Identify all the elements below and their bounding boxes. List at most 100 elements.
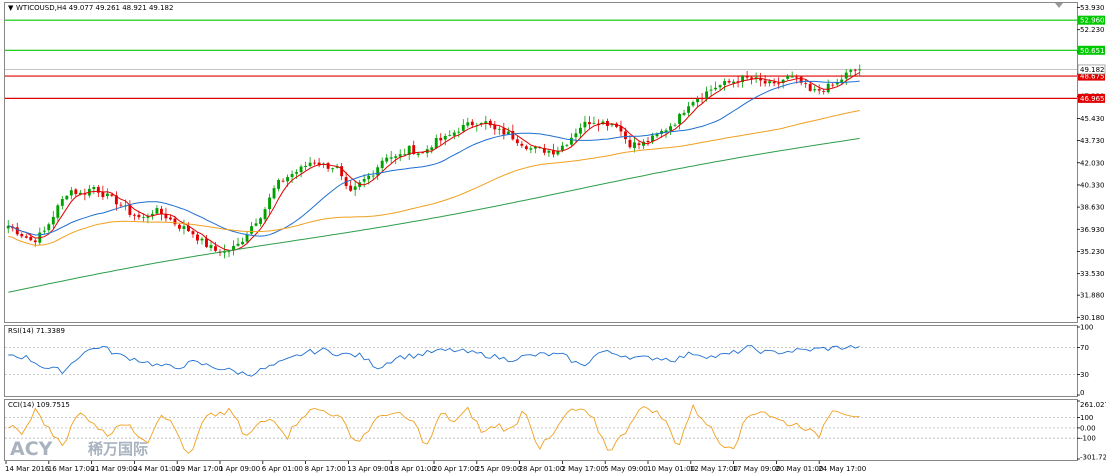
header-dropdown-icon[interactable]: ▼ xyxy=(8,4,14,12)
candle-body[interactable] xyxy=(15,227,19,235)
candle-body[interactable] xyxy=(380,160,384,169)
candle-body[interactable] xyxy=(200,238,204,241)
candle-body[interactable] xyxy=(763,80,767,84)
candle-body[interactable] xyxy=(173,218,177,225)
candle-body[interactable] xyxy=(610,124,614,126)
candle-body[interactable] xyxy=(560,145,564,151)
candle-body[interactable] xyxy=(340,166,344,177)
candle-body[interactable] xyxy=(556,151,560,155)
candle-body[interactable] xyxy=(448,135,452,136)
candle-body[interactable] xyxy=(565,144,569,146)
candle-body[interactable] xyxy=(813,89,817,91)
candle-body[interactable] xyxy=(524,146,528,150)
candle-body[interactable] xyxy=(520,143,524,146)
candle-body[interactable] xyxy=(506,131,510,135)
candle-body[interactable] xyxy=(615,123,618,127)
candle-body[interactable] xyxy=(687,106,690,113)
candle-body[interactable] xyxy=(637,143,641,146)
candle-body[interactable] xyxy=(858,69,862,71)
candle-body[interactable] xyxy=(187,225,190,232)
candle-body[interactable] xyxy=(92,187,96,190)
candle-body[interactable] xyxy=(407,145,411,155)
candle-body[interactable] xyxy=(452,132,456,136)
candle-body[interactable] xyxy=(362,179,366,182)
candle-body[interactable] xyxy=(750,77,754,79)
candle-body[interactable] xyxy=(515,139,519,144)
candle-body[interactable] xyxy=(60,198,64,206)
candle-body[interactable] xyxy=(741,76,745,83)
candle-body[interactable] xyxy=(268,197,271,210)
candle-body[interactable] xyxy=(574,133,578,138)
candle-body[interactable] xyxy=(227,251,231,253)
candle-body[interactable] xyxy=(457,131,461,133)
cci-panel[interactable] xyxy=(4,399,1078,461)
candle-body[interactable] xyxy=(533,146,537,149)
candle-body[interactable] xyxy=(141,216,145,218)
candle-body[interactable] xyxy=(150,213,154,216)
candle-body[interactable] xyxy=(290,174,294,178)
candle-body[interactable] xyxy=(592,122,596,124)
candle-body[interactable] xyxy=(281,180,285,182)
candle-body[interactable] xyxy=(700,98,704,100)
candle-body[interactable] xyxy=(466,122,470,126)
candle-body[interactable] xyxy=(709,89,713,91)
candle-body[interactable] xyxy=(286,176,290,182)
candle-body[interactable] xyxy=(831,84,835,86)
candle-body[interactable] xyxy=(263,209,267,220)
candle-body[interactable] xyxy=(790,76,794,78)
candle-body[interactable] xyxy=(624,131,627,140)
candle-body[interactable] xyxy=(277,180,281,189)
candle-body[interactable] xyxy=(795,76,799,78)
candle-body[interactable] xyxy=(655,133,659,137)
candle-body[interactable] xyxy=(646,140,650,143)
candle-body[interactable] xyxy=(326,163,330,169)
candle-body[interactable] xyxy=(78,192,82,195)
candle-body[interactable] xyxy=(236,243,240,246)
candle-body[interactable] xyxy=(826,83,830,93)
candle-body[interactable] xyxy=(335,166,339,168)
candle-body[interactable] xyxy=(682,112,686,115)
candle-body[interactable] xyxy=(317,162,321,166)
candle-body[interactable] xyxy=(493,124,497,130)
candle-body[interactable] xyxy=(628,139,632,148)
candle-body[interactable] xyxy=(304,165,308,168)
candle-body[interactable] xyxy=(642,141,645,146)
candle-body[interactable] xyxy=(394,156,398,158)
candle-body[interactable] xyxy=(844,72,848,79)
candle-body[interactable] xyxy=(497,128,501,130)
candle-body[interactable] xyxy=(808,83,812,91)
candle-body[interactable] xyxy=(822,91,826,92)
candle-body[interactable] xyxy=(205,238,208,247)
candle-body[interactable] xyxy=(817,89,821,91)
candle-body[interactable] xyxy=(587,122,591,125)
candle-body[interactable] xyxy=(110,194,114,196)
candle-body[interactable] xyxy=(245,234,249,242)
candle-body[interactable] xyxy=(182,226,186,229)
candle-body[interactable] xyxy=(214,246,217,251)
candle-body[interactable] xyxy=(718,85,722,88)
candle-body[interactable] xyxy=(723,81,727,86)
candle-body[interactable] xyxy=(155,208,159,214)
candle-body[interactable] xyxy=(178,224,181,229)
candle-body[interactable] xyxy=(664,130,668,132)
candle-body[interactable] xyxy=(430,147,434,150)
candle-body[interactable] xyxy=(259,218,262,224)
candle-body[interactable] xyxy=(313,162,317,164)
price-panel[interactable] xyxy=(4,2,1078,323)
candle-body[interactable] xyxy=(47,224,51,231)
candle-body[interactable] xyxy=(232,245,235,251)
candle-body[interactable] xyxy=(705,91,709,100)
candle-body[interactable] xyxy=(254,223,258,226)
candle-body[interactable] xyxy=(714,87,718,90)
candle-body[interactable] xyxy=(673,124,677,126)
candle-body[interactable] xyxy=(371,175,375,177)
candle-body[interactable] xyxy=(470,121,474,126)
candle-body[interactable] xyxy=(651,135,654,142)
candle-body[interactable] xyxy=(241,241,244,245)
candle-body[interactable] xyxy=(772,81,776,84)
candle-body[interactable] xyxy=(759,78,763,81)
candle-body[interactable] xyxy=(488,120,492,126)
candle-body[interactable] xyxy=(51,216,55,225)
